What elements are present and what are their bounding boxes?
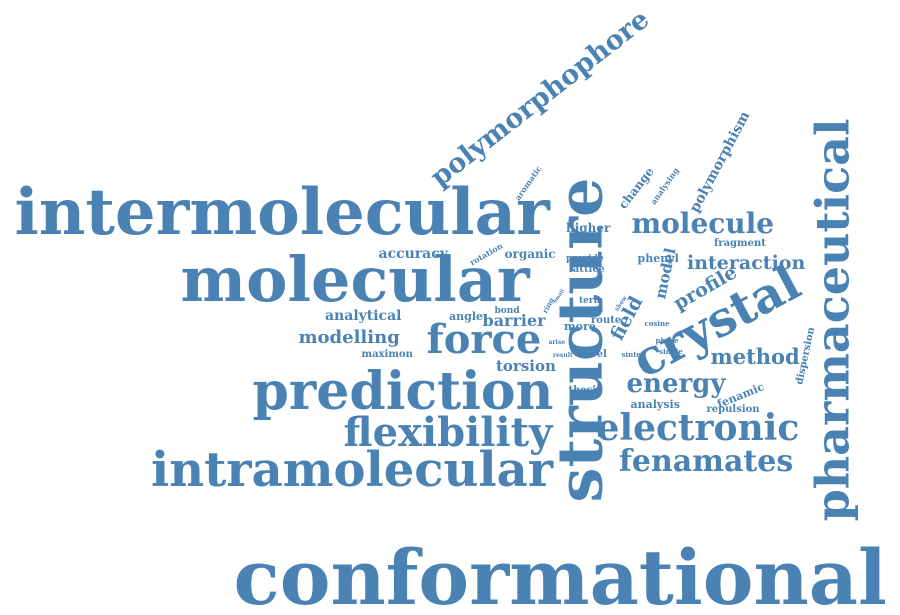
word-accuracy: accuracy xyxy=(378,246,448,262)
word-thesis: thesis xyxy=(568,385,602,396)
word-cosine: cosine xyxy=(644,318,670,328)
word-repulsion: repulsion xyxy=(706,404,760,415)
word-intermolecular: intermolecular xyxy=(14,175,550,250)
word-more: more xyxy=(564,319,596,333)
word-polymorphophore: polymorphophore xyxy=(424,3,656,193)
word-single: single xyxy=(659,346,683,356)
word-interaction: interaction xyxy=(687,251,806,274)
word-phase: phase xyxy=(655,335,679,345)
word-modelling: modelling xyxy=(298,327,400,348)
word-force: force xyxy=(426,316,542,363)
word-sinter: sinter xyxy=(621,349,645,359)
word-analysis: analysis xyxy=(630,397,680,411)
word-change: change xyxy=(615,164,657,212)
word-novel: novel xyxy=(577,349,607,360)
word-higher: higher xyxy=(566,221,611,235)
word-pharmaceutical: pharmaceutical xyxy=(804,118,859,522)
word-method: method xyxy=(710,343,800,369)
word-angle: angle xyxy=(449,309,483,323)
word-term: term xyxy=(579,295,604,306)
word-flexibility: flexibility xyxy=(343,409,553,456)
word-polymorphism: polymorphism xyxy=(686,108,754,216)
word-result: result xyxy=(553,352,573,359)
word-prediction: prediction xyxy=(252,361,554,422)
word-electronic: electronic xyxy=(596,407,800,449)
word-fenamates: fenamates xyxy=(619,444,794,479)
word-bond: bond xyxy=(494,305,520,316)
word-maximon: maximon xyxy=(361,349,413,360)
word-torsion: torsion xyxy=(496,356,556,375)
word-conformational: conformational xyxy=(233,533,887,615)
word-lattice: lattice xyxy=(569,264,605,275)
word-energy: energy xyxy=(626,369,726,399)
word-route: route xyxy=(591,315,622,326)
word-fragment: fragment xyxy=(714,238,766,249)
word-provide: provide xyxy=(566,253,604,264)
word-molecular: molecular xyxy=(180,243,530,316)
word-intramolecular: intramolecular xyxy=(151,442,554,498)
word-organic: organic xyxy=(504,247,556,261)
word-form: form xyxy=(587,307,604,314)
word-barrier: barrier xyxy=(482,311,546,330)
word-analytical: analytical xyxy=(325,308,402,324)
word-molecule: molecule xyxy=(631,207,775,240)
word-arise: arise xyxy=(548,339,566,346)
word-phenyl: phenyl xyxy=(637,251,679,265)
